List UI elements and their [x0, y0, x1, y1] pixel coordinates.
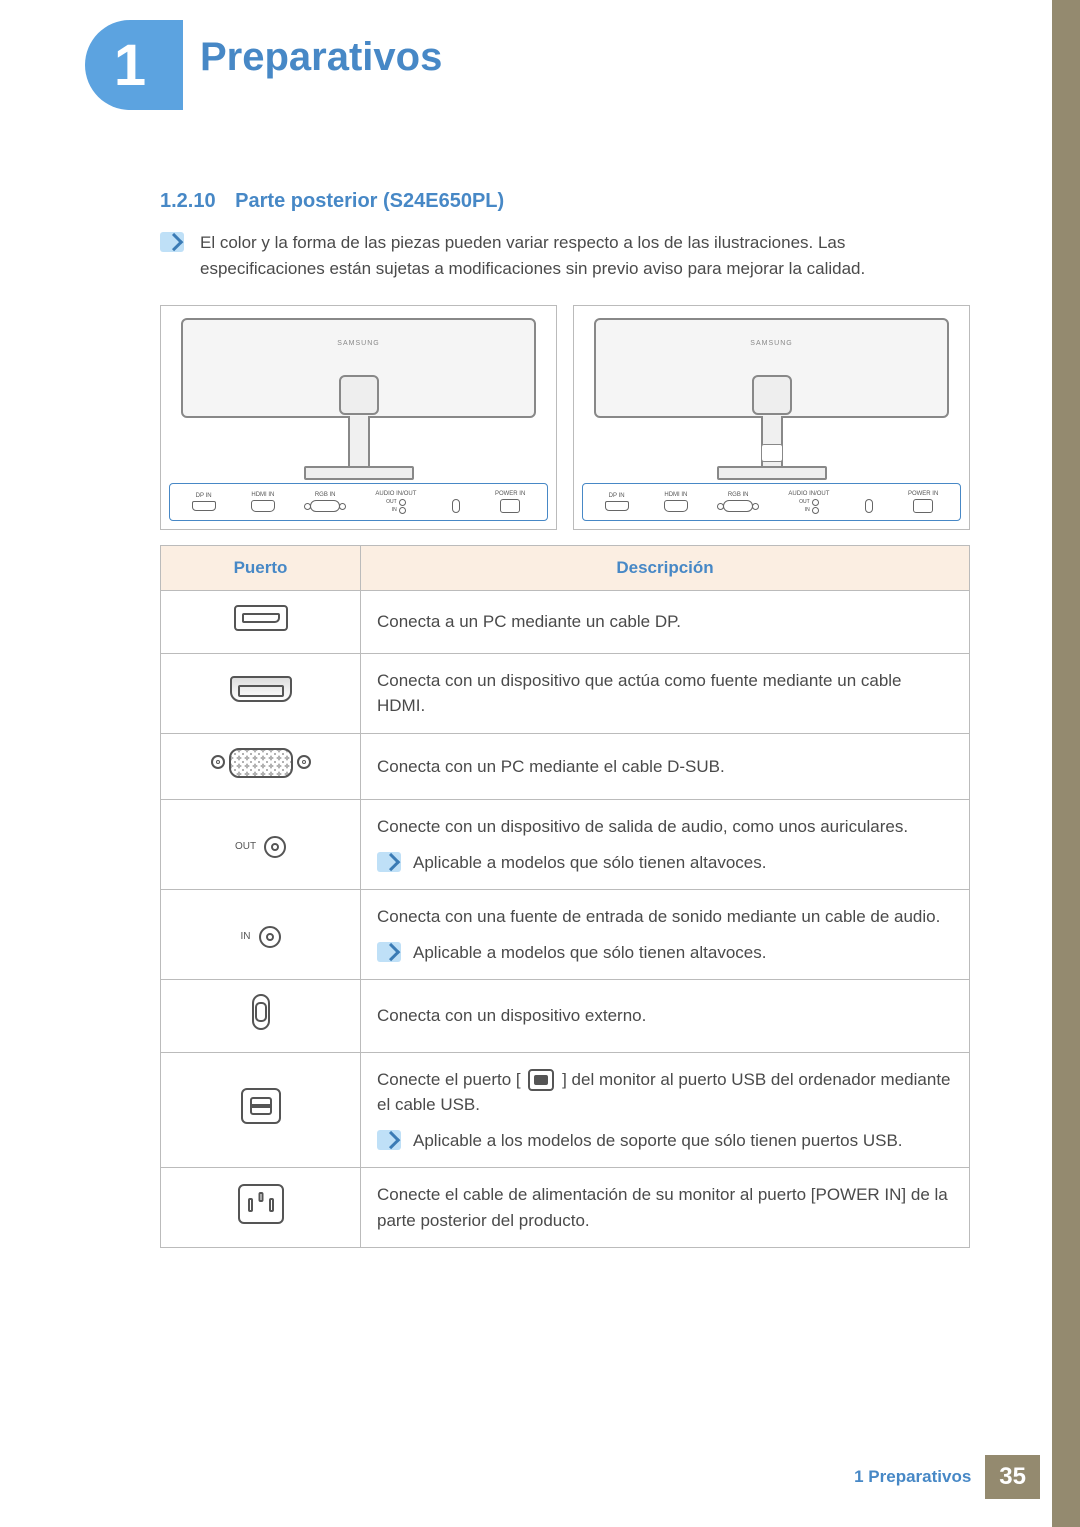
- table-row: IN Conecta con una fuente de entrada de …: [161, 890, 970, 980]
- usb-upstream-icon: [241, 1088, 281, 1124]
- note-text: Aplicable a modelos que sólo tienen alta…: [413, 940, 766, 966]
- kensington-lock-icon: [252, 994, 270, 1030]
- port-icon-cell: [161, 1052, 361, 1168]
- port-label-rgb: RGB IN: [728, 492, 749, 498]
- port-icon-cell: IN: [161, 890, 361, 980]
- table-row: Conecte el cable de alimentación de su m…: [161, 1168, 970, 1248]
- port-label-power: POWER IN: [495, 491, 525, 497]
- port-desc: Conecta con un PC mediante el cable D-SU…: [361, 733, 970, 800]
- chapter-badge: 1: [85, 20, 175, 110]
- page-footer: 1 Preparativos 35: [854, 1455, 1040, 1499]
- table-row: Conecta con un dispositivo externo.: [161, 980, 970, 1053]
- note-text: Aplicable a los modelos de soporte que s…: [413, 1128, 903, 1154]
- row-note: Aplicable a modelos que sólo tienen alta…: [377, 940, 953, 966]
- vga-port-icon: [211, 748, 311, 778]
- port-label-audio: AUDIO IN/OUT: [788, 491, 829, 497]
- desc-text: Conecte con un dispositivo de salida de …: [377, 814, 953, 840]
- port-strip: DP IN HDMI IN RGB IN AUDIO IN/OUT OUT IN…: [582, 483, 961, 521]
- note-icon: [377, 1130, 401, 1150]
- port-desc: Conecta con un dispositivo externo.: [361, 980, 970, 1053]
- port-label-dp: DP IN: [609, 493, 625, 499]
- power-port-icon: [238, 1184, 284, 1224]
- port-label-rgb: RGB IN: [315, 492, 336, 498]
- chapter-number: 1: [114, 32, 146, 99]
- port-icon-cell: [161, 1168, 361, 1248]
- usb-on-stand-icon: [761, 444, 783, 462]
- kensington-lock-icon: [452, 499, 460, 513]
- table-row: Conecta con un dispositivo que actúa com…: [161, 653, 970, 733]
- audio-in-icon: IN: [241, 926, 281, 948]
- table-row: Conecta con un PC mediante el cable D-SU…: [161, 733, 970, 800]
- chapter-title: Preparativos: [200, 35, 442, 80]
- monitor-base: [717, 466, 827, 480]
- monitor-stem: [348, 416, 370, 471]
- footer-breadcrumb: 1 Preparativos: [854, 1467, 985, 1487]
- kensington-lock-icon: [865, 499, 873, 513]
- dp-port-icon: [605, 501, 629, 511]
- col-port: Puerto: [161, 546, 361, 591]
- note-icon: [377, 942, 401, 962]
- monitor-base: [304, 466, 414, 480]
- hdmi-port-icon: [251, 500, 275, 512]
- rear-diagram-right: SAMSUNG DP IN HDMI IN RGB IN AUDIO IN/OU…: [573, 305, 970, 530]
- top-note-text: El color y la forma de las piezas pueden…: [200, 230, 970, 281]
- ports-table: Puerto Descripción Conecta a un PC media…: [160, 545, 970, 1248]
- right-sidebar-stripe: [1052, 0, 1080, 1527]
- rear-diagram-left: SAMSUNG DP IN HDMI IN RGB IN AUDIO IN/OU…: [160, 305, 557, 530]
- port-label-dp: DP IN: [196, 493, 212, 499]
- dp-port-icon: [234, 605, 288, 631]
- section-heading: 1.2.10 Parte posterior (S24E650PL): [160, 190, 504, 213]
- port-desc: Conecta con una fuente de entrada de son…: [361, 890, 970, 980]
- table-row: Conecte el puerto [ ] del monitor al pue…: [161, 1052, 970, 1168]
- row-note: Aplicable a los modelos de soporte que s…: [377, 1128, 953, 1154]
- audio-out-icon: OUT: [235, 836, 286, 858]
- port-icon-cell: [161, 980, 361, 1053]
- port-label-audio: AUDIO IN/OUT: [375, 491, 416, 497]
- top-note: El color y la forma de las piezas pueden…: [160, 230, 970, 281]
- usb-inline-icon: [528, 1069, 554, 1091]
- table-row: OUT Conecte con un dispositivo de salida…: [161, 800, 970, 890]
- port-icon-cell: OUT: [161, 800, 361, 890]
- audio-jacks-icon: OUT IN: [799, 499, 819, 514]
- brand-logo: SAMSUNG: [337, 340, 379, 347]
- hdmi-port-icon: [230, 676, 292, 702]
- dp-port-icon: [192, 501, 216, 511]
- vga-port-icon: [310, 500, 340, 512]
- brand-logo: SAMSUNG: [750, 340, 792, 347]
- monitor-neck: [752, 375, 792, 415]
- hdmi-port-icon: [664, 500, 688, 512]
- row-note: Aplicable a modelos que sólo tienen alta…: [377, 850, 953, 876]
- rear-view-diagrams: SAMSUNG DP IN HDMI IN RGB IN AUDIO IN/OU…: [160, 305, 970, 530]
- monitor-back-panel: SAMSUNG: [594, 318, 949, 418]
- power-port-icon: [913, 499, 933, 513]
- port-label-hdmi: HDMI IN: [251, 492, 274, 498]
- port-label-hdmi: HDMI IN: [664, 492, 687, 498]
- section-title: Parte posterior (S24E650PL): [235, 190, 504, 212]
- port-desc: Conecte con un dispositivo de salida de …: [361, 800, 970, 890]
- monitor-neck: [339, 375, 379, 415]
- port-desc: Conecte el puerto [ ] del monitor al pue…: [361, 1052, 970, 1168]
- table-row: Conecta a un PC mediante un cable DP.: [161, 591, 970, 654]
- power-port-icon: [500, 499, 520, 513]
- port-icon-cell: [161, 653, 361, 733]
- port-icon-cell: [161, 733, 361, 800]
- vga-port-icon: [723, 500, 753, 512]
- page-number: 35: [985, 1455, 1040, 1499]
- desc-text: Conecte el puerto [ ] del monitor al pue…: [377, 1067, 953, 1118]
- port-strip: DP IN HDMI IN RGB IN AUDIO IN/OUT OUT IN…: [169, 483, 548, 521]
- note-icon: [377, 852, 401, 872]
- port-desc: Conecta con un dispositivo que actúa com…: [361, 653, 970, 733]
- section-number: 1.2.10: [160, 190, 216, 212]
- port-desc: Conecta a un PC mediante un cable DP.: [361, 591, 970, 654]
- port-desc: Conecte el cable de alimentación de su m…: [361, 1168, 970, 1248]
- note-text: Aplicable a modelos que sólo tienen alta…: [413, 850, 766, 876]
- note-icon: [160, 232, 184, 252]
- port-icon-cell: [161, 591, 361, 654]
- monitor-back-panel: SAMSUNG: [181, 318, 536, 418]
- port-label-power: POWER IN: [908, 491, 938, 497]
- audio-jacks-icon: OUT IN: [386, 499, 406, 514]
- desc-text: Conecta con una fuente de entrada de son…: [377, 904, 953, 930]
- col-desc: Descripción: [361, 546, 970, 591]
